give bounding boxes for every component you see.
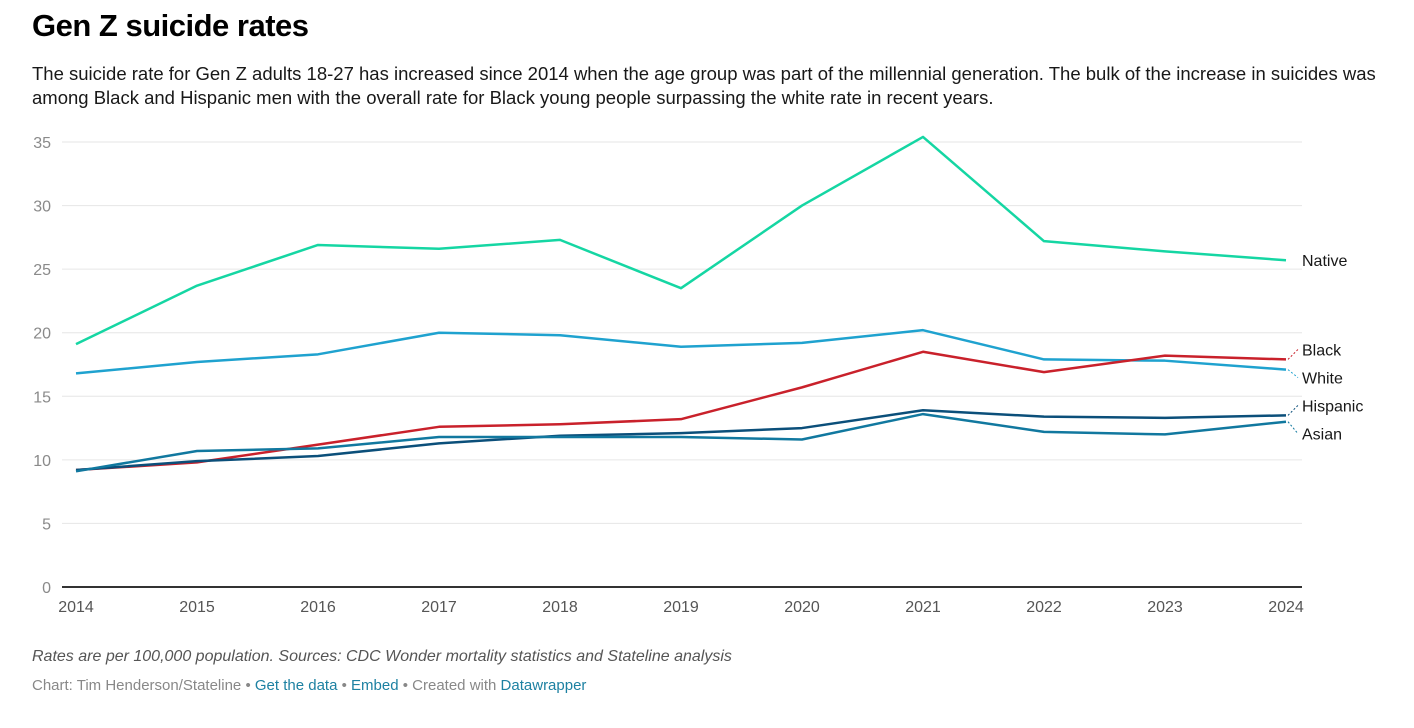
y-tick-label: 15 [33, 389, 51, 406]
x-tick-label: 2017 [421, 599, 457, 616]
x-tick-label: 2022 [1026, 599, 1062, 616]
x-tick-label: 2014 [58, 599, 94, 616]
datawrapper-link[interactable]: Datawrapper [500, 677, 587, 694]
y-tick-label: 5 [42, 516, 51, 533]
x-tick-label: 2023 [1147, 599, 1183, 616]
y-axis: 0 5 10 15 20 25 30 35 [33, 135, 51, 597]
series-label-black: Black [1302, 342, 1342, 359]
y-tick-label: 25 [33, 262, 51, 279]
x-tick-label: 2018 [542, 599, 578, 616]
series-line-native [75, 135, 1287, 346]
x-tick-label: 2019 [663, 599, 699, 616]
x-tick-label: 2016 [300, 599, 336, 616]
label-connector [1287, 405, 1299, 416]
y-tick-label: 10 [33, 453, 51, 470]
series-line-hispanic [75, 409, 1287, 472]
y-tick-label: 20 [33, 326, 51, 343]
chart-title: Gen Z suicide rates [32, 8, 309, 43]
x-tick-label: 2015 [179, 599, 215, 616]
series-line-black [75, 350, 1287, 472]
byline: Chart: Tim Henderson/Stateline • Get the… [32, 677, 586, 694]
y-tick-label: 35 [33, 135, 51, 152]
separator: • [241, 677, 255, 694]
chart-credit: Chart: Tim Henderson/Stateline [32, 677, 242, 694]
series-label-hispanic: Hispanic [1302, 398, 1363, 415]
label-connector [1287, 349, 1299, 360]
y-tick-label: 0 [42, 580, 51, 597]
get-data-link[interactable]: Get the data [254, 677, 338, 694]
y-tick-label: 30 [33, 199, 51, 216]
x-axis: 2014 2015 2016 2017 2018 2019 2020 2021 2022 2023… [58, 599, 1304, 616]
x-tick-label: 2021 [905, 599, 941, 616]
label-connector [1287, 369, 1299, 378]
series-label-native: Native [1302, 253, 1347, 270]
chart-subtitle: The suicide rate for Gen Z adults 18-27 … [32, 63, 1376, 108]
series-lines [75, 135, 1287, 473]
label-connector [1287, 421, 1299, 435]
gridlines [62, 141, 1302, 588]
embed-link[interactable]: Embed [351, 677, 399, 694]
series-label-asian: Asian [1302, 427, 1342, 444]
x-tick-label: 2024 [1268, 599, 1304, 616]
chart-notes: Rates are per 100,000 population. Source… [32, 648, 732, 665]
x-tick-label: 2020 [784, 599, 820, 616]
series-line-asian [75, 412, 1287, 473]
series-labels: Native White Black Hispanic Asian [1287, 253, 1363, 444]
series-line-white [75, 328, 1287, 375]
series-label-white: White [1302, 371, 1343, 388]
separator: • [337, 677, 352, 694]
created-with-text: Created with [412, 677, 497, 694]
separator: • [398, 677, 413, 694]
